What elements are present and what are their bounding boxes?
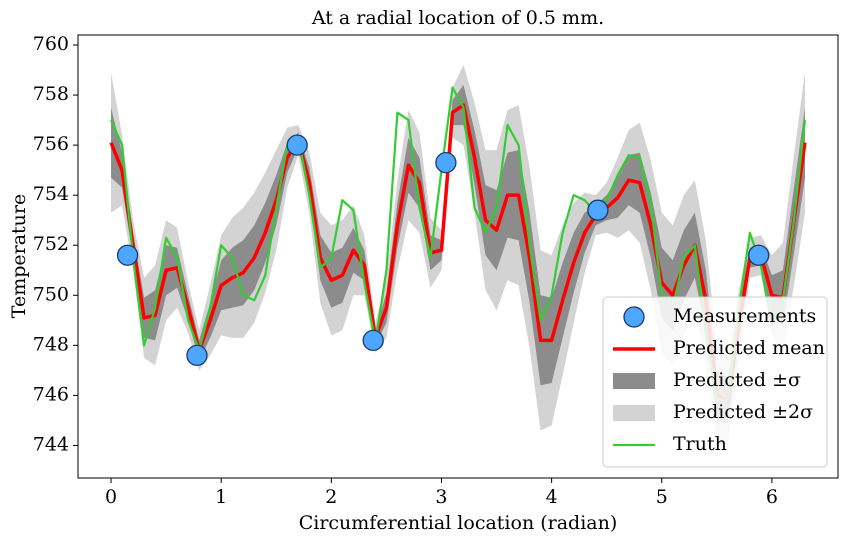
y-axis-label: Temperature [8,194,30,318]
y-tick-label: 756 [33,133,69,155]
measurement-point [116,244,139,266]
chart-title: At a radial location of 0.5 mm. [311,7,604,29]
measurement-point [748,244,770,266]
legend-label: Predicted mean [673,337,825,359]
measurement-point [435,151,457,174]
plot-frame [77,34,839,479]
line [110,86,807,402]
y-tick-label: 754 [33,183,69,205]
x-tick-label: 3 [435,486,447,508]
legend-swatch [613,373,655,389]
legend-label: Truth [673,433,727,455]
measurement-point [587,199,609,221]
y-tick-label: 758 [33,83,69,105]
legend-label: Measurements [673,305,816,327]
measurement-point [362,329,384,351]
y-tick-label: 748 [33,333,69,355]
y-tick-label: 750 [33,283,69,305]
line [109,103,807,403]
measurement-point [186,344,208,367]
x-tick-label: 2 [325,486,337,508]
legend-swatch [613,405,655,421]
y-tick-label: 752 [33,233,69,255]
x-tick-label: 4 [546,486,558,508]
x-axis-label: Circumferential location (radian) [299,512,618,534]
x-tick-label: 6 [766,486,778,508]
x-tick-label: 1 [215,486,227,508]
y-tick-label: 760 [33,33,69,55]
y-tick-label: 746 [33,383,69,405]
y-tick-label: 744 [33,433,69,455]
x-tick-label: 5 [656,486,668,508]
plot [109,65,807,446]
measurement-point [286,134,308,156]
legend-label: Predicted ±2σ [673,401,813,423]
legend-label: Predicted ±σ [673,369,801,391]
legend-box [602,296,828,468]
legend-swatch [623,306,645,328]
x-tick-label: 0 [105,486,117,508]
